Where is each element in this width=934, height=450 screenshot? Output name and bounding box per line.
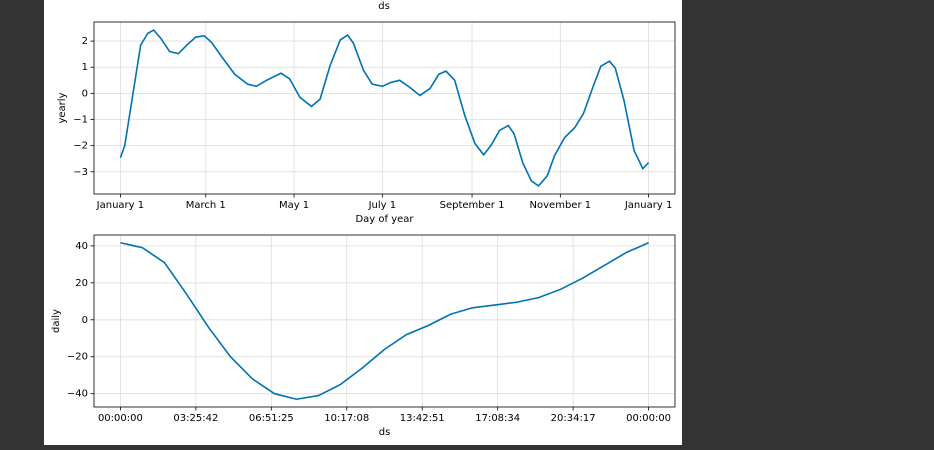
x-tick-label: 20:34:17 [551,413,596,424]
y-tick-label: 0 [82,88,88,99]
y-tick-label: −3 [73,167,88,178]
y-tick-label: 2 [82,36,88,47]
x-tick-label: 03:25:42 [173,413,218,424]
y-tick-label: −2 [73,141,88,152]
x-axis-label: ds [379,427,391,438]
y-tick-label: 1 [82,62,88,73]
x-tick-label: July 1 [368,200,397,211]
x-tick-label: March 1 [186,200,226,211]
cropped-x-label: ds [378,1,390,12]
y-tick-label: −1 [73,115,88,126]
axes-frame [93,234,676,408]
x-tick-label: 00:00:00 [98,413,143,424]
x-tick-label: 10:17:08 [324,413,369,424]
x-tick-label: 13:42:51 [400,413,445,424]
data-line [120,241,649,401]
axes-frame [93,21,676,195]
x-axis-label: Day of year [355,214,414,225]
x-tick-label: May 1 [279,200,309,211]
y-tick-label: 0 [82,315,88,326]
x-tick-label: September 1 [440,200,505,211]
y-tick-label: 20 [75,278,88,289]
y-tick-label: 40 [75,241,88,252]
x-tick-label: 00:00:00 [626,413,671,424]
data-line [119,29,650,187]
x-tick-label: 06:51:25 [249,413,294,424]
x-tick-label: November 1 [530,200,592,211]
y-axis-label: daily [51,309,62,333]
x-tick-label: January 1 [624,200,672,211]
x-tick-label: January 1 [96,200,144,211]
y-axis-label: yearly [57,92,68,123]
figure-panel [44,0,682,445]
y-tick-label: −20 [67,352,88,363]
y-tick-label: −40 [67,389,88,400]
x-tick-label: 17:08:34 [475,413,520,424]
